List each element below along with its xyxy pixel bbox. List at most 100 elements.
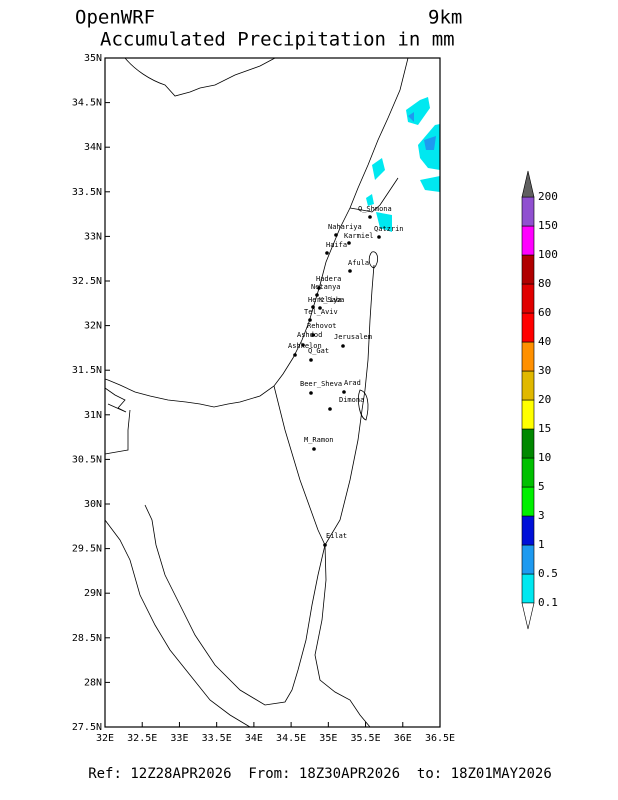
- colorbar-label: 100: [538, 248, 558, 261]
- city-label: Rehovot: [307, 322, 337, 330]
- y-tick-label: 30.5N: [72, 454, 102, 465]
- y-tick-label: 30N: [84, 499, 102, 510]
- city-label: K_Saba: [319, 296, 344, 304]
- colorbar-swatch: [521, 515, 535, 546]
- colorbar-swatch: [521, 341, 535, 372]
- city-label: Q_Gat: [308, 347, 329, 355]
- colorbar-swatch: [521, 428, 535, 459]
- city-dot: [308, 318, 312, 322]
- city-dot: [328, 407, 332, 411]
- city-dot: [315, 293, 319, 297]
- x-tick-label: 35E: [319, 733, 337, 744]
- colorbar-swatch: [521, 225, 535, 256]
- city-label: Ashdod: [297, 331, 322, 339]
- footer: Ref: 12Z28APR2026 From: 18Z30APR2026 to:…: [88, 766, 552, 782]
- colorbar-swatch: [521, 312, 535, 343]
- city-label: Netanya: [311, 283, 341, 291]
- colorbar-label: 0.1: [538, 596, 558, 609]
- y-tick-label: 29N: [84, 588, 102, 599]
- city-label: Q_Shmona: [358, 205, 392, 213]
- colorbar-swatch: [521, 283, 535, 314]
- city-dot: [317, 286, 321, 290]
- y-tick-label: 32.5N: [72, 276, 102, 287]
- colorbar-swatch: [521, 254, 535, 285]
- y-tick-label: 28N: [84, 677, 102, 688]
- colorbar-label: 30: [538, 364, 551, 377]
- resolution: 9km: [428, 7, 462, 29]
- city-label: Arad: [344, 379, 361, 387]
- colorbar-label: 60: [538, 306, 551, 319]
- colorbar-label: 10: [538, 451, 551, 464]
- city-label: Ashkelon: [288, 342, 322, 350]
- colorbar-swatch: [521, 370, 535, 401]
- colorbar-label: 1: [538, 538, 545, 551]
- subtitle: Accumulated Precipitation in mm: [100, 29, 455, 51]
- colorbar-swatch: [521, 573, 535, 604]
- colorbar-label: 15: [538, 422, 551, 435]
- colorbar-label: 0.5: [538, 567, 558, 580]
- y-tick-label: 34.5N: [72, 98, 102, 109]
- city-label: Dimona: [339, 396, 364, 404]
- colorbar-label: 3: [538, 509, 545, 522]
- y-tick-label: 31N: [84, 410, 102, 421]
- city-label: Tel_Aviv: [304, 308, 338, 316]
- city-label: Jerusalem: [334, 333, 372, 341]
- y-tick-label: 29.5N: [72, 544, 102, 555]
- city-dot: [301, 343, 305, 347]
- colorbar-label: 200: [538, 190, 558, 203]
- city-label: Eilat: [326, 532, 347, 540]
- city-label: Qatzrin: [374, 225, 404, 233]
- city-dot: [368, 215, 372, 219]
- title: OpenWRF: [75, 7, 155, 29]
- x-tick-label: 33.5E: [202, 733, 232, 744]
- city-dot: [325, 251, 329, 255]
- x-tick-label: 33E: [170, 733, 188, 744]
- colorbar-label: 40: [538, 335, 551, 348]
- x-tick-label: 36.5E: [425, 733, 455, 744]
- city-label: Herzliya: [308, 296, 342, 304]
- city-dot: [342, 390, 346, 394]
- y-tick-label: 32N: [84, 321, 102, 332]
- colorbar-label: 5: [538, 480, 545, 493]
- city-label: Karmiel: [344, 232, 374, 240]
- colorbar-swatch: [521, 486, 535, 517]
- x-tick-label: 32E: [96, 733, 114, 744]
- city-dot: [311, 305, 315, 309]
- y-tick-label: 28.5N: [72, 633, 102, 644]
- city-label: Hadera: [316, 275, 341, 283]
- city-dot: [312, 447, 316, 451]
- coastlines: [104, 57, 409, 728]
- map-frame: [104, 57, 441, 728]
- city-label: Haifa: [326, 241, 347, 249]
- city-label: Nahariya: [328, 223, 362, 231]
- y-tick-label: 31.5N: [72, 365, 102, 376]
- city-dot: [334, 233, 338, 237]
- city-dot: [311, 333, 315, 337]
- city-dot: [309, 358, 313, 362]
- city-dot: [377, 235, 381, 239]
- city-dot: [347, 241, 351, 245]
- colorbar-over: [521, 170, 535, 198]
- colorbar-swatch: [521, 544, 535, 575]
- city-dot: [318, 306, 322, 310]
- x-tick-label: 34E: [245, 733, 263, 744]
- y-tick-label: 35N: [84, 53, 102, 64]
- city-dot: [309, 391, 313, 395]
- colorbar-swatch: [521, 399, 535, 430]
- city-dot: [323, 543, 327, 547]
- city-label: Afula: [348, 259, 369, 267]
- x-tick-label: 36E: [394, 733, 412, 744]
- colorbar-under: [521, 602, 535, 630]
- y-tick-label: 33N: [84, 231, 102, 242]
- x-tick-label: 32.5E: [127, 733, 157, 744]
- y-tick-label: 27.5N: [72, 722, 102, 733]
- city-dot: [293, 353, 297, 357]
- x-tick-label: 35.5E: [351, 733, 381, 744]
- x-tick-label: 34.5E: [276, 733, 306, 744]
- colorbar-swatch: [521, 457, 535, 488]
- y-tick-label: 33.5N: [72, 187, 102, 198]
- colorbar-label: 80: [538, 277, 551, 290]
- city-dot: [341, 344, 345, 348]
- city-label: M_Ramon: [304, 436, 334, 444]
